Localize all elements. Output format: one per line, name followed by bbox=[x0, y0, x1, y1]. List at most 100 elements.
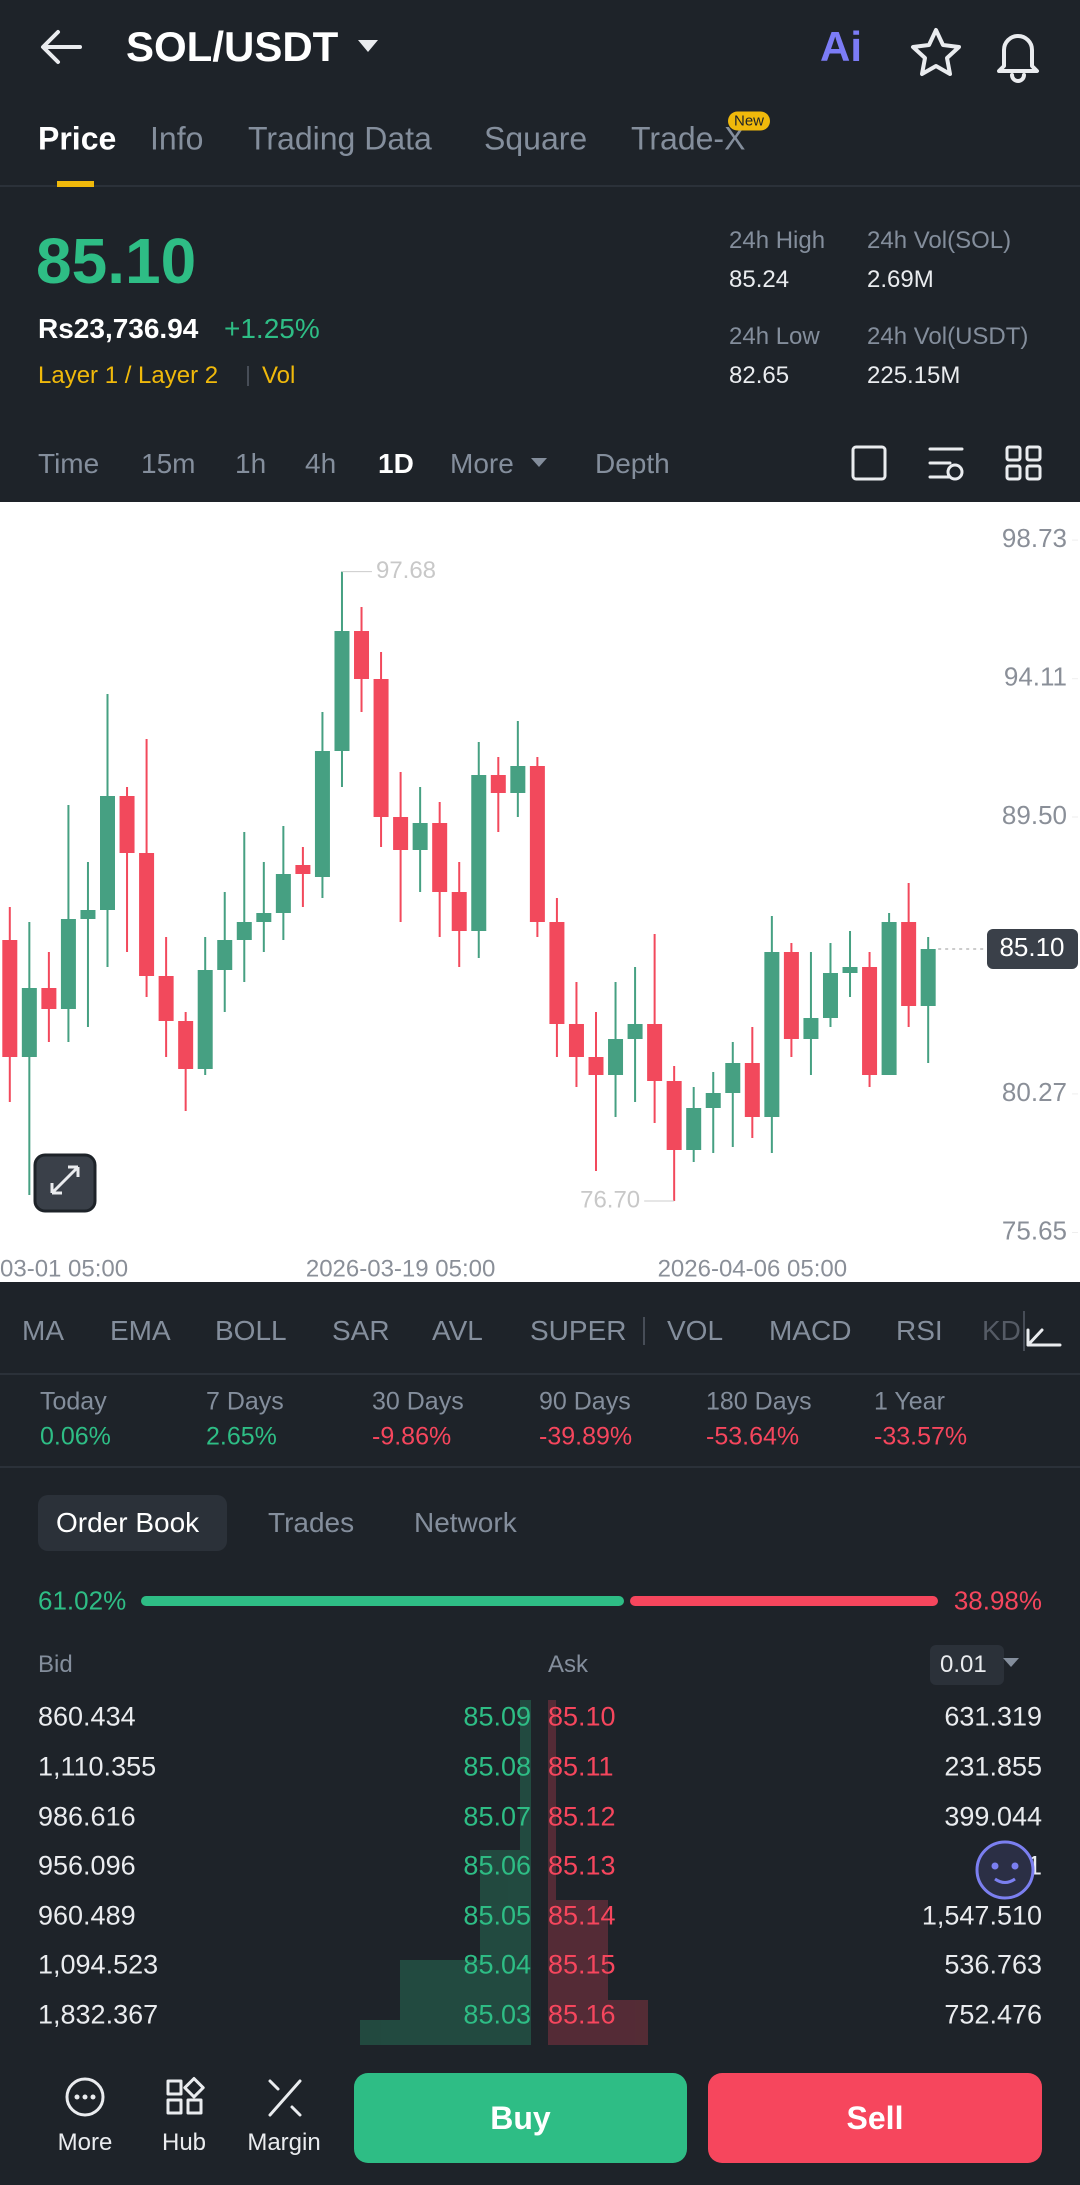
ask-price: 85.11 bbox=[548, 1751, 614, 1782]
last-price: 85.10 bbox=[36, 225, 197, 297]
interval[interactable]: 15m bbox=[141, 448, 196, 479]
chart-settings-icon[interactable] bbox=[928, 447, 964, 479]
layout-icon[interactable] bbox=[1005, 445, 1022, 462]
x-tick-label: 2026-04-06 05:00 bbox=[658, 1255, 848, 1282]
indicator[interactable]: EMA bbox=[110, 1315, 171, 1346]
tab[interactable]: Info bbox=[150, 120, 204, 157]
bid-price: 85.09 bbox=[463, 1701, 531, 1732]
ask-amount: 631.319 bbox=[944, 1701, 1042, 1732]
interval[interactable]: 4h bbox=[305, 448, 337, 479]
candle-body bbox=[471, 775, 487, 931]
sell-button[interactable]: Sell bbox=[708, 2073, 1042, 2163]
margin-icon[interactable] bbox=[268, 2079, 302, 2117]
pair-dropdown-icon[interactable] bbox=[358, 40, 378, 52]
indicator[interactable]: KD bbox=[982, 1315, 1021, 1346]
chart-tool-icon[interactable] bbox=[851, 445, 887, 481]
candle-body bbox=[608, 1039, 624, 1075]
ask-amount: 752.476 bbox=[944, 1999, 1042, 2030]
tab[interactable]: Trading Data bbox=[248, 120, 432, 157]
tag: Layer 1 / Layer 2 bbox=[38, 362, 219, 389]
action-label[interactable]: More bbox=[57, 2129, 113, 2156]
period-label: Today bbox=[40, 1387, 107, 1416]
price-tag-box bbox=[987, 929, 1078, 969]
interval[interactable]: 1D bbox=[378, 448, 414, 479]
favorite-icon[interactable] bbox=[911, 28, 961, 76]
indicator-settings-icon[interactable] bbox=[1026, 1328, 1062, 1347]
candle-body bbox=[588, 1057, 604, 1075]
ask-price: 85.14 bbox=[548, 1900, 616, 1931]
indicator[interactable]: MACD bbox=[769, 1315, 852, 1346]
buy-button[interactable]: Buy bbox=[354, 2073, 687, 2163]
bid-amount: 1,110.355 bbox=[38, 1751, 157, 1782]
interval[interactable]: Depth bbox=[595, 448, 670, 479]
action-label[interactable]: Margin bbox=[247, 2129, 321, 2156]
y-tick-label: 94.11 bbox=[1004, 662, 1067, 692]
period-label: 7 Days bbox=[206, 1387, 284, 1416]
x-tick-label: 2026-03-19 05:00 bbox=[306, 1255, 496, 1282]
more-icon[interactable] bbox=[65, 2077, 105, 2117]
candle-body bbox=[217, 940, 233, 970]
tag-separator bbox=[247, 366, 249, 386]
candle-body bbox=[80, 910, 96, 919]
period-change: -9.86% bbox=[372, 1422, 452, 1451]
candle-body bbox=[393, 817, 409, 850]
indicator[interactable]: MA bbox=[22, 1315, 64, 1346]
candle-body bbox=[686, 1108, 702, 1150]
fiat-price: Rs23,736.94 bbox=[38, 313, 199, 344]
interval[interactable]: Time bbox=[38, 448, 100, 479]
candle-body bbox=[119, 796, 135, 853]
interval[interactable]: 1h bbox=[235, 448, 267, 479]
indicator[interactable]: SUPER bbox=[530, 1315, 627, 1346]
candle-body bbox=[783, 952, 799, 1039]
bid-header: Bid bbox=[38, 1651, 73, 1678]
hub-icon[interactable] bbox=[166, 2079, 183, 2096]
more-dropdown-icon bbox=[531, 458, 547, 467]
back-icon[interactable] bbox=[41, 30, 82, 64]
book-tab[interactable]: Trades bbox=[268, 1507, 355, 1538]
indicator[interactable]: RSI bbox=[896, 1315, 943, 1346]
divider bbox=[0, 1466, 1080, 1468]
new-badge: New bbox=[728, 111, 771, 131]
indicator[interactable]: SAR bbox=[332, 1315, 390, 1346]
candle-body bbox=[256, 913, 272, 922]
ask-price: 85.13 bbox=[548, 1850, 616, 1881]
book-tab[interactable]: Order Book bbox=[56, 1507, 200, 1538]
tag: Vol bbox=[262, 362, 296, 389]
indicator-separator bbox=[1023, 1311, 1025, 1351]
action-label[interactable]: Hub bbox=[161, 2129, 207, 2156]
pair-title[interactable]: SOL/USDT bbox=[126, 23, 339, 70]
bid-amount: 1,832.367 bbox=[38, 1999, 159, 2030]
bid-price: 85.04 bbox=[463, 1949, 531, 1980]
precision-select[interactable]: 0.01 bbox=[930, 1645, 1004, 1685]
ask-amount: 61 bbox=[1011, 1850, 1042, 1881]
ask-amount: 231.855 bbox=[944, 1751, 1042, 1782]
candle-body bbox=[647, 1024, 663, 1081]
period-change: 0.06% bbox=[40, 1422, 111, 1451]
tab[interactable]: Square bbox=[484, 120, 588, 157]
indicator[interactable]: AVL bbox=[432, 1315, 483, 1346]
stat-label: 24h Vol(USDT) bbox=[867, 323, 1029, 350]
candle-body bbox=[334, 631, 350, 751]
tab[interactable]: Trade-X bbox=[631, 120, 746, 157]
period-change: -33.57% bbox=[874, 1422, 968, 1451]
alert-icon[interactable] bbox=[997, 34, 1039, 83]
candle-body bbox=[432, 823, 448, 892]
period-change: -39.89% bbox=[539, 1422, 633, 1451]
tab[interactable]: Price bbox=[38, 120, 117, 157]
candle-body bbox=[100, 796, 115, 910]
stat-value: 82.65 bbox=[729, 362, 790, 389]
ask-ratio-bar bbox=[630, 1596, 938, 1606]
bid-price: 85.08 bbox=[463, 1751, 531, 1782]
divider bbox=[0, 1373, 1080, 1375]
x-tick-label: 03-01 05:00 bbox=[0, 1255, 128, 1282]
candle-body bbox=[920, 949, 936, 1006]
interval[interactable]: More bbox=[450, 448, 514, 479]
indicator[interactable]: VOL bbox=[667, 1315, 724, 1346]
candle-body bbox=[549, 922, 565, 1024]
ai-assistant[interactable]: Ai bbox=[820, 23, 862, 70]
indicator[interactable]: BOLL bbox=[215, 1315, 287, 1346]
book-tab[interactable]: Network bbox=[414, 1507, 517, 1538]
candle-body bbox=[529, 766, 545, 922]
bid-amount: 960.489 bbox=[38, 1900, 136, 1931]
divider bbox=[0, 185, 1080, 187]
